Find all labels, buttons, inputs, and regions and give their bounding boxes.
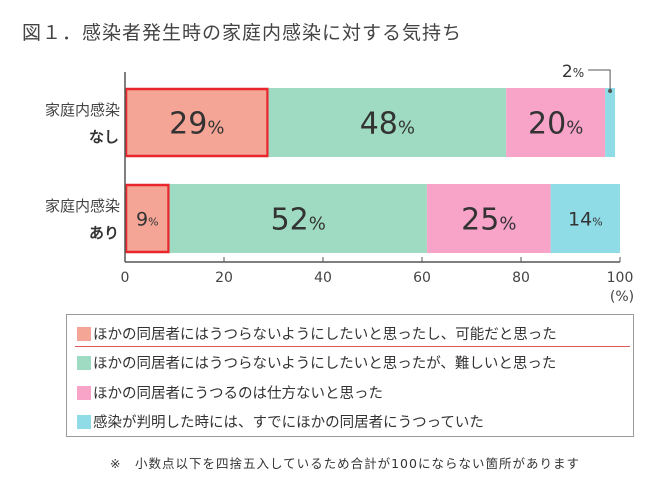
x-unit-label: (%) xyxy=(610,289,634,305)
legend-item-3: 感染が判明した時には、すでにほかの同居者にうつっていた xyxy=(77,411,484,432)
legend: ほかの同居者にはうつらないようにしたいと思ったし、可能だと思った ほかの同居者に… xyxy=(66,314,634,437)
chart-title: 図１．感染者発生時の家庭内感染に対する気持ち xyxy=(22,22,463,44)
legend-item-1: ほかの同居者にはうつらないようにしたいと思ったが、難しいと思った xyxy=(77,352,556,373)
category-label-0-line2: なし xyxy=(89,128,119,146)
bar-segment-1-3 xyxy=(550,184,620,253)
data-label-1-3: 14% xyxy=(568,208,603,230)
bar-segment-0-2 xyxy=(506,88,606,157)
highlight-box-0 xyxy=(124,87,269,158)
legend-swatch-3 xyxy=(77,415,91,429)
legend-label-1: ほかの同居者にはうつらないようにしたいと思ったが、難しいと思った xyxy=(93,356,557,372)
callout-line xyxy=(588,69,611,91)
data-label-1-0: 9% xyxy=(136,208,159,230)
legend-item-2: ほかの同居者にうつるのは仕方ないと思った xyxy=(77,382,383,403)
data-label-1-2: 25% xyxy=(461,202,516,237)
category-label-0-line1: 家庭内感染 xyxy=(45,101,120,119)
footnote: ※ 小数点以下を四捨五入しているため合計が100にならない箇所があります xyxy=(110,456,580,471)
x-tick-label-1: 20 xyxy=(215,270,233,286)
bar-segment-1-1 xyxy=(169,184,427,253)
data-label-0-0: 29% xyxy=(169,106,224,141)
legend-swatch-1 xyxy=(77,356,91,370)
highlight-box-1 xyxy=(124,183,170,254)
data-label-0-2: 20% xyxy=(528,106,583,141)
legend-item-0: ほかの同居者にはうつらないようにしたいと思ったし、可能だと思った xyxy=(77,323,557,344)
bar-segment-0-3 xyxy=(605,88,616,157)
x-tick-label-4: 80 xyxy=(512,270,530,286)
bar-segment-0-1 xyxy=(268,88,507,157)
data-label-1-1: 52% xyxy=(271,202,326,237)
legend-label-0: ほかの同居者にはうつらないようにしたいと思ったし、可能だと思った xyxy=(93,327,557,343)
legend-label-2: ほかの同居者にうつるのは仕方ないと思った xyxy=(93,386,383,402)
data-label-0-1: 48% xyxy=(360,106,415,141)
legend-label-3: 感染が判明した時には、すでにほかの同居者にうつっていた xyxy=(93,415,484,431)
x-tick-label-0: 0 xyxy=(121,270,130,286)
callout-label: 2% xyxy=(562,62,584,82)
bar-segment-0-0 xyxy=(125,88,269,157)
legend-underline xyxy=(75,346,630,347)
legend-swatch-2 xyxy=(77,386,91,400)
bar-segment-1-0 xyxy=(125,184,170,253)
x-tick-label-2: 40 xyxy=(314,270,332,286)
category-label-1-line2: あり xyxy=(89,224,119,242)
x-tick-label-3: 60 xyxy=(413,270,431,286)
category-label-1-line1: 家庭内感染 xyxy=(45,197,120,215)
legend-swatch-0 xyxy=(77,327,91,341)
bar-segment-1-2 xyxy=(426,184,551,253)
x-tick-label-5: 100 xyxy=(607,270,634,286)
